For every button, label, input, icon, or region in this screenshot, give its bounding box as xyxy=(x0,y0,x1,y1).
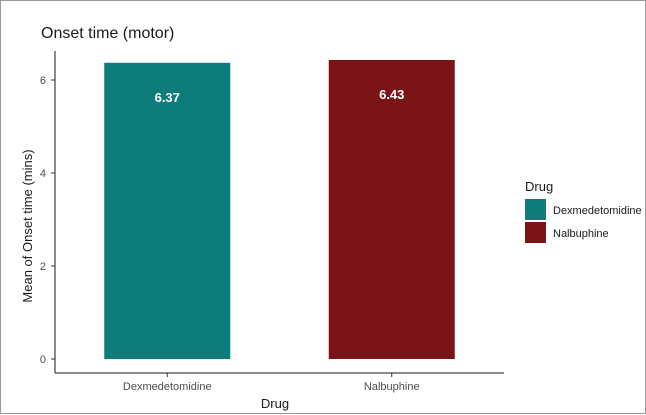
bar-nalbuphine xyxy=(328,60,455,359)
x-axis-title: Drug xyxy=(261,396,289,411)
y-tick-label-0: 0 xyxy=(40,354,46,366)
bars-group xyxy=(104,60,455,360)
legend-swatch-dexmedetomidine xyxy=(525,199,546,220)
y-tick-label-4: 4 xyxy=(40,168,46,180)
legend: Drug Dexmedetomidine Nalbuphine xyxy=(525,179,642,243)
legend-title: Drug xyxy=(525,179,553,194)
x-ticks-group: Dexmedetomidine Nalbuphine xyxy=(123,373,420,393)
x-tick-label-nalbuphine: Nalbuphine xyxy=(364,381,420,393)
bar-labels-group: 6.37 6.43 xyxy=(155,87,405,105)
bar-dexmedetomidine xyxy=(104,62,231,360)
bar-value-label-dexmedetomidine: 6.37 xyxy=(155,90,180,105)
y-axis-title: Mean of Onset time (mins) xyxy=(20,149,35,302)
legend-label-nalbuphine: Nalbuphine xyxy=(553,228,609,240)
y-ticks-group: 0 2 4 6 xyxy=(40,75,55,366)
bar-value-label-nalbuphine: 6.43 xyxy=(379,87,404,102)
legend-swatch-nalbuphine xyxy=(525,222,546,243)
y-tick-label-2: 2 xyxy=(40,261,46,273)
y-tick-label-6: 6 xyxy=(40,75,46,87)
legend-entries: Dexmedetomidine Nalbuphine xyxy=(525,199,642,243)
legend-label-dexmedetomidine: Dexmedetomidine xyxy=(553,205,642,217)
x-tick-label-dexmedetomidine: Dexmedetomidine xyxy=(123,381,212,393)
chart-title: Onset time (motor) xyxy=(41,25,174,42)
